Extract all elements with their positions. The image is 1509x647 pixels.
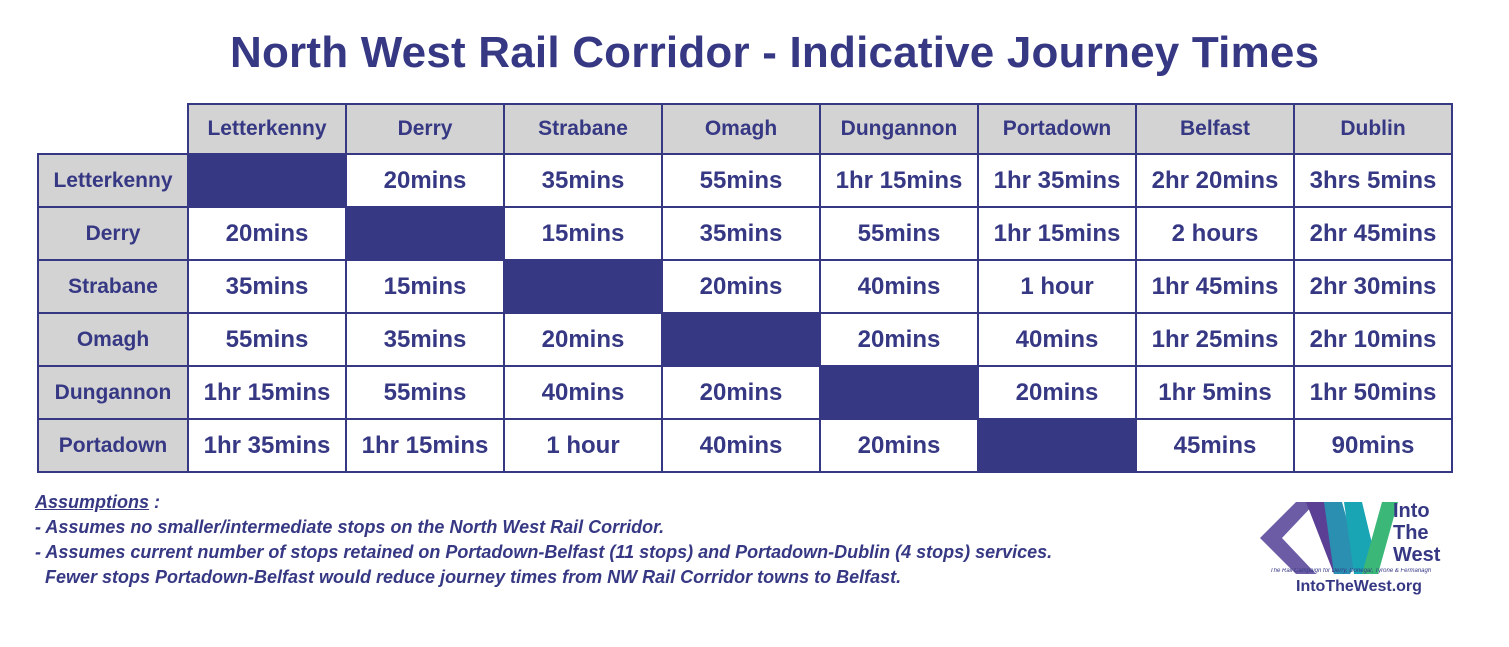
column-header-derry: Derry: [345, 103, 505, 155]
blank-cell: [503, 259, 663, 314]
time-cell: 20mins: [503, 312, 663, 367]
time-cell: 1hr 15mins: [345, 418, 505, 473]
table-row-strabane: Strabane 35mins 15mins 20mins 40mins 1 h…: [37, 259, 1453, 314]
assumptions-heading-line: Assumptions :: [35, 490, 1255, 515]
assumption-line: - Assumes no smaller/intermediate stops …: [35, 517, 665, 537]
logo-url: IntoTheWest.org: [1296, 578, 1422, 595]
time-cell: 55mins: [345, 365, 505, 420]
time-cell: 40mins: [503, 365, 663, 420]
table-row-omagh: Omagh 55mins 35mins 20mins 20mins 40mins…: [37, 312, 1453, 367]
table-row-letterkenny: Letterkenny 20mins 35mins 55mins 1hr 15m…: [37, 153, 1453, 208]
time-cell: 55mins: [819, 206, 979, 261]
time-cell: 40mins: [977, 312, 1137, 367]
column-header-portadown: Portadown: [977, 103, 1137, 155]
time-cell: 55mins: [187, 312, 347, 367]
row-header-portadown: Portadown: [37, 418, 189, 473]
column-header-dungannon: Dungannon: [819, 103, 979, 155]
corner-cell: [38, 104, 188, 154]
time-cell: 1hr 15mins: [977, 206, 1137, 261]
time-cell: 20mins: [819, 312, 979, 367]
time-cell: 20mins: [345, 153, 505, 208]
page-title: North West Rail Corridor - Indicative Jo…: [230, 28, 1320, 77]
time-cell: 35mins: [661, 206, 821, 261]
logo-word-the: The: [1393, 522, 1429, 544]
time-cell: 15mins: [345, 259, 505, 314]
row-header-omagh: Omagh: [37, 312, 189, 367]
table-row-derry: Derry 20mins 15mins 35mins 55mins 1hr 15…: [37, 206, 1453, 261]
time-cell: 2 hours: [1135, 206, 1295, 261]
into-the-west-logo-icon: [1260, 502, 1398, 574]
logo-stroke-2: [1324, 502, 1358, 574]
time-cell: 2hr 45mins: [1293, 206, 1453, 261]
assumptions-heading: Assumptions: [35, 492, 150, 512]
assumptions-heading-suffix: :: [149, 492, 161, 512]
blank-cell: [819, 365, 979, 420]
assumptions-notes: Assumptions : - Assumes no smaller/inter…: [35, 490, 1255, 590]
time-cell: 90mins: [1293, 418, 1453, 473]
blank-cell: [187, 153, 347, 208]
row-header-dungannon: Dungannon: [37, 365, 189, 420]
time-cell: 1hr 15mins: [819, 153, 979, 208]
time-cell: 1hr 35mins: [977, 153, 1137, 208]
assumption-line: - Assumes current number of stops retain…: [35, 542, 1053, 562]
time-cell: 20mins: [977, 365, 1137, 420]
time-cell: 2hr 30mins: [1293, 259, 1453, 314]
time-cell: 2hr 20mins: [1135, 153, 1295, 208]
time-cell: 1 hour: [503, 418, 663, 473]
time-cell: 1hr 50mins: [1293, 365, 1453, 420]
table-row-portadown: Portadown 1hr 35mins 1hr 15mins 1 hour 4…: [37, 418, 1453, 473]
time-cell: 20mins: [661, 365, 821, 420]
row-header-derry: Derry: [37, 206, 189, 261]
time-cell: 20mins: [819, 418, 979, 473]
time-cell: 1hr 15mins: [187, 365, 347, 420]
logo-wordmark: Into The West: [1393, 500, 1440, 566]
time-cell: 35mins: [503, 153, 663, 208]
logo-stroke-4: [1362, 502, 1398, 574]
time-cell: 20mins: [661, 259, 821, 314]
column-header-omagh: Omagh: [661, 103, 821, 155]
row-header-letterkenny: Letterkenny: [37, 153, 189, 208]
logo-word-west: West: [1393, 544, 1441, 566]
time-cell: 1hr 45mins: [1135, 259, 1295, 314]
time-cell: 3hrs 5mins: [1293, 153, 1453, 208]
blank-cell: [661, 312, 821, 367]
time-cell: 45mins: [1135, 418, 1295, 473]
assumption-line: Fewer stops Portadown-Belfast would redu…: [35, 567, 902, 587]
column-header-dublin: Dublin: [1293, 103, 1453, 155]
table-row-dungannon: Dungannon 1hr 15mins 55mins 40mins 20min…: [37, 365, 1453, 420]
logo-chevron: [1260, 502, 1316, 574]
logo-word-into: Into: [1393, 500, 1430, 522]
blank-cell: [977, 418, 1137, 473]
logo-tagline: The Rail Campaign for Derry, Donegal, Ty…: [1270, 568, 1432, 574]
journey-times-table: Letterkenny Derry Strabane Omagh Dungann…: [37, 103, 1453, 473]
time-cell: 1hr 5mins: [1135, 365, 1295, 420]
column-header-letterkenny: Letterkenny: [187, 103, 347, 155]
row-header-strabane: Strabane: [37, 259, 189, 314]
time-cell: 35mins: [345, 312, 505, 367]
time-cell: 20mins: [187, 206, 347, 261]
time-cell: 1hr 25mins: [1135, 312, 1295, 367]
time-cell: 1hr 35mins: [187, 418, 347, 473]
column-header-belfast: Belfast: [1135, 103, 1295, 155]
time-cell: 15mins: [503, 206, 663, 261]
time-cell: 40mins: [661, 418, 821, 473]
time-cell: 55mins: [661, 153, 821, 208]
time-cell: 2hr 10mins: [1293, 312, 1453, 367]
column-header-strabane: Strabane: [503, 103, 663, 155]
time-cell: 35mins: [187, 259, 347, 314]
blank-cell: [345, 206, 505, 261]
time-cell: 40mins: [819, 259, 979, 314]
header-row: Letterkenny Derry Strabane Omagh Dungann…: [38, 103, 1453, 155]
time-cell: 1 hour: [977, 259, 1137, 314]
